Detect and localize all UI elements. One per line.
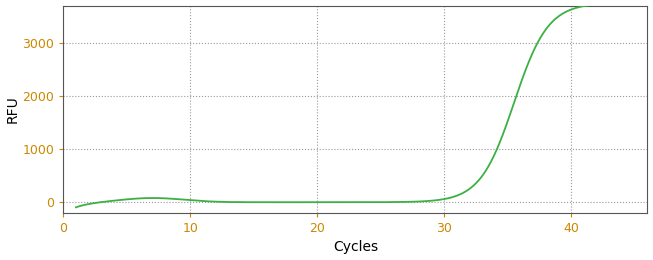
Y-axis label: RFU: RFU xyxy=(6,95,20,123)
X-axis label: Cycles: Cycles xyxy=(333,240,378,255)
